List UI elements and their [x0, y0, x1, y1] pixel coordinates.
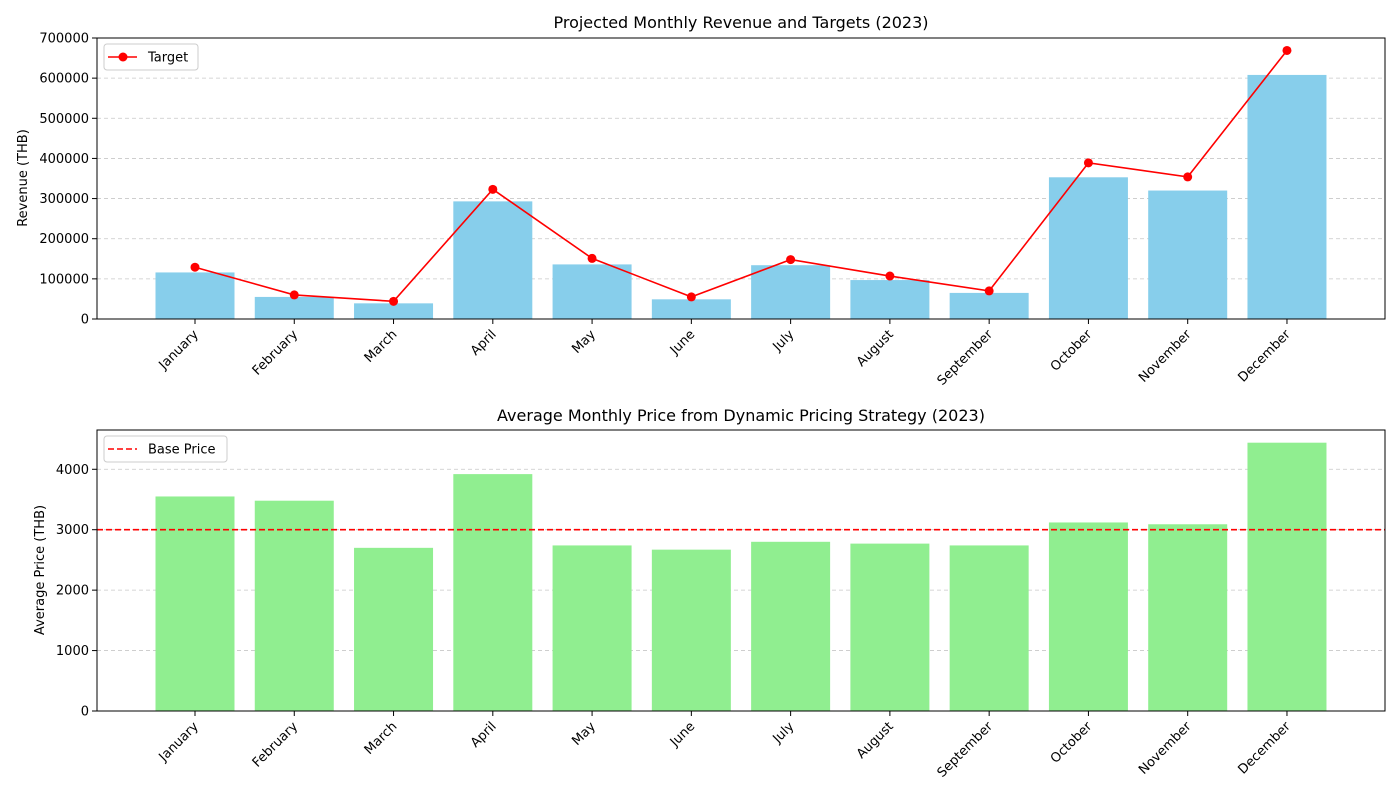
- revenue-chart-y-tick-label: 500000: [39, 112, 89, 127]
- revenue-chart-title: Projected Monthly Revenue and Targets (2…: [553, 13, 928, 32]
- revenue-chart: Projected Monthly Revenue and Targets (2…: [16, 13, 1386, 389]
- revenue-chart-y-ticks: 0 100000 200000 300000 400000 500000 600000 700…: [39, 32, 97, 328]
- revenue-chart-target-line: [190, 45, 1292, 306]
- revenue-chart-y-tick-label: 0: [81, 313, 89, 328]
- price-chart-x-tick-label: July: [770, 719, 798, 747]
- revenue-chart-legend-marker-swatch: [118, 52, 128, 62]
- price-chart-bar: [1048, 522, 1128, 711]
- revenue-chart-y-tick-label: 300000: [39, 192, 89, 207]
- price-chart-x-tick-label: February: [250, 719, 302, 771]
- revenue-chart-target-polyline: [194, 49, 1288, 303]
- price-chart-title: Average Monthly Price from Dynamic Prici…: [497, 406, 985, 425]
- price-chart-legend: Base Price: [103, 435, 228, 463]
- price-chart-bar: [751, 541, 831, 711]
- price-chart-x-ticks: January February March April May June July Augu…: [156, 711, 1295, 781]
- revenue-chart-x-tick-label: September: [935, 327, 997, 389]
- price-chart-y-tick-label: 1000: [56, 644, 89, 659]
- price-chart-x-tick-label: August: [854, 719, 897, 762]
- price-chart-x-tick-label: June: [667, 719, 698, 750]
- revenue-chart-target-point: [488, 184, 498, 194]
- revenue-chart-target-point: [1282, 45, 1292, 55]
- price-chart-ylabel: Average Price (THB): [33, 505, 48, 635]
- price-chart-legend-box: [103, 435, 228, 463]
- price-chart-y-tick-label: 0: [81, 705, 89, 720]
- revenue-chart-x-tick-label: February: [250, 327, 302, 379]
- revenue-chart-y-tick-label: 100000: [39, 272, 89, 287]
- revenue-chart-x-tick-label: March: [362, 327, 401, 366]
- price-chart: Average Monthly Price from Dynamic Prici…: [33, 406, 1386, 781]
- revenue-chart-x-tick-label: November: [1136, 327, 1195, 386]
- revenue-chart-target-point: [686, 292, 696, 302]
- revenue-chart-bar: [949, 292, 1029, 319]
- revenue-chart-target-point: [1183, 172, 1193, 182]
- revenue-chart-target-point: [389, 296, 399, 306]
- revenue-chart-target-point: [289, 290, 299, 300]
- revenue-chart-x-ticks: January February March April May June July Augu…: [156, 319, 1295, 389]
- price-chart-bar: [155, 496, 235, 711]
- revenue-chart-target-point: [786, 255, 796, 265]
- revenue-chart-bar: [651, 299, 731, 319]
- price-chart-bar: [651, 549, 731, 711]
- revenue-chart-legend-box: [103, 43, 199, 71]
- price-chart-bar: [552, 545, 632, 711]
- revenue-chart-bar: [1048, 177, 1128, 319]
- revenue-chart-y-tick-label: 600000: [39, 72, 89, 87]
- revenue-chart-bar: [552, 264, 632, 319]
- price-chart-x-tick-label: December: [1236, 719, 1295, 778]
- price-chart-bar: [453, 474, 533, 711]
- revenue-chart-target-point: [885, 271, 895, 281]
- revenue-chart-x-tick-label: May: [569, 327, 599, 357]
- price-chart-y-tick-label: 3000: [56, 523, 89, 538]
- revenue-chart-bars: [155, 74, 1327, 319]
- price-chart-x-tick-label: November: [1136, 719, 1195, 778]
- price-chart-x-tick-label: October: [1048, 719, 1096, 767]
- revenue-chart-x-tick-label: October: [1048, 327, 1096, 375]
- revenue-chart-target-point: [190, 262, 200, 272]
- price-chart-bar: [1247, 442, 1327, 711]
- price-chart-bar: [254, 500, 334, 711]
- price-chart-y-ticks: 0 1000 2000 3000 4000: [56, 463, 97, 720]
- price-chart-y-tick-label: 2000: [56, 584, 89, 599]
- revenue-chart-plot-frame: [96, 37, 1386, 320]
- price-chart-x-tick-label: January: [156, 719, 202, 765]
- revenue-chart-x-tick-label: December: [1236, 327, 1295, 386]
- price-chart-plot-frame: [96, 429, 1386, 712]
- revenue-chart-bar: [1148, 190, 1228, 319]
- price-chart-bar: [354, 547, 434, 711]
- revenue-chart-bar: [354, 303, 434, 319]
- price-chart-x-tick-label: March: [362, 719, 401, 758]
- revenue-chart-target-point: [984, 286, 994, 296]
- revenue-chart-y-tick-label: 700000: [39, 32, 89, 47]
- revenue-chart-bar: [155, 272, 235, 319]
- revenue-chart-bar: [751, 265, 831, 319]
- revenue-chart-bar: [453, 201, 533, 319]
- revenue-chart-legend: Target: [103, 43, 199, 71]
- revenue-chart-x-tick-label: August: [854, 327, 897, 370]
- revenue-chart-x-tick-label: January: [156, 327, 202, 373]
- revenue-chart-x-tick-label: July: [770, 327, 798, 355]
- price-chart-bar: [949, 545, 1029, 711]
- revenue-chart-y-tick-label: 400000: [39, 152, 89, 167]
- price-chart-legend-label-base-price: Base Price: [148, 443, 216, 458]
- revenue-chart-target-point: [587, 253, 597, 263]
- revenue-chart-bar: [850, 280, 930, 319]
- price-chart-x-tick-label: April: [468, 719, 500, 751]
- price-chart-bar: [1148, 524, 1228, 711]
- revenue-chart-bar: [254, 296, 334, 319]
- price-chart-x-tick-label: September: [935, 719, 997, 781]
- price-chart-y-tick-label: 4000: [56, 463, 89, 478]
- revenue-chart-y-tick-label: 200000: [39, 232, 89, 247]
- price-chart-x-tick-label: May: [569, 719, 599, 749]
- revenue-chart-target-point: [1083, 158, 1093, 168]
- revenue-chart-x-tick-label: June: [667, 327, 698, 358]
- revenue-chart-ylabel: Revenue (THB): [16, 129, 31, 227]
- revenue-chart-legend-label-target: Target: [147, 51, 188, 66]
- revenue-chart-bar: [1247, 74, 1327, 319]
- price-chart-bar: [850, 543, 930, 711]
- price-chart-bars: [155, 442, 1327, 711]
- revenue-chart-x-tick-label: April: [468, 327, 500, 359]
